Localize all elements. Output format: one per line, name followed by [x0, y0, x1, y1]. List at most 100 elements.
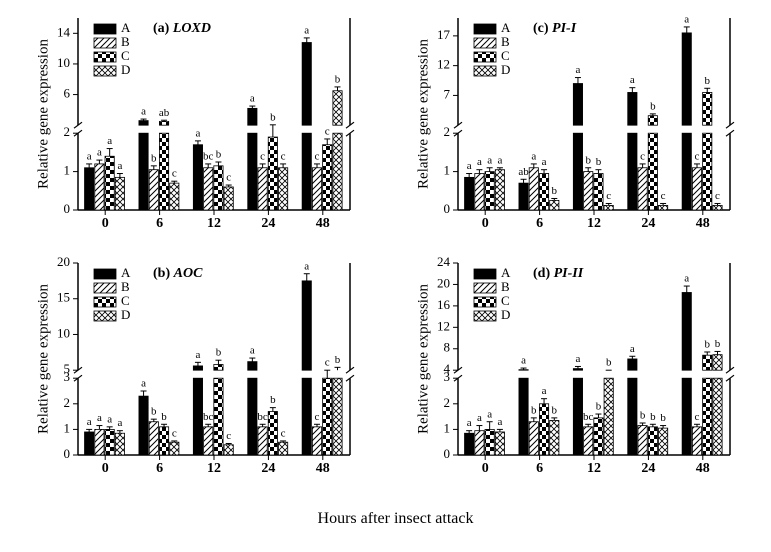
svg-text:c: c — [172, 427, 177, 439]
svg-text:10: 10 — [57, 55, 70, 70]
svg-text:C: C — [501, 293, 510, 308]
svg-text:0: 0 — [482, 216, 489, 231]
svg-text:1: 1 — [444, 420, 451, 435]
svg-text:b: b — [335, 354, 341, 366]
svg-text:2: 2 — [444, 124, 451, 139]
svg-text:A: A — [121, 265, 131, 280]
figure: 01261014aaaa0ababc6abcbc12acbc24accb48Re… — [10, 10, 761, 542]
svg-text:a: a — [542, 156, 547, 168]
svg-text:D: D — [501, 62, 510, 77]
panel-c: 01271217aaaa0abaab6abbc12acbc24acbc48Rel… — [410, 10, 740, 240]
svg-text:48: 48 — [316, 461, 330, 476]
svg-text:bc: bc — [203, 150, 214, 162]
svg-text:c: c — [640, 150, 645, 162]
svg-text:a: a — [477, 156, 482, 168]
svg-text:Relative gene expression: Relative gene expression — [415, 284, 431, 434]
svg-text:12: 12 — [207, 461, 221, 476]
svg-text:A: A — [501, 265, 511, 280]
svg-text:2: 2 — [64, 124, 71, 139]
svg-text:6: 6 — [156, 461, 163, 476]
svg-text:b: b — [335, 73, 341, 85]
svg-text:c: c — [606, 190, 611, 202]
svg-text:a: a — [684, 273, 689, 285]
svg-text:12: 12 — [587, 216, 601, 231]
svg-text:c: c — [315, 411, 320, 423]
svg-text:a: a — [97, 412, 102, 424]
global-x-label: Hours after insect attack — [10, 510, 771, 528]
svg-text:Relative gene expression: Relative gene expression — [35, 284, 51, 434]
svg-text:a: a — [87, 150, 92, 162]
svg-text:(a) LOXD: (a) LOXD — [153, 21, 211, 36]
svg-text:b: b — [640, 410, 646, 422]
svg-text:a: a — [542, 385, 547, 397]
svg-text:a: a — [250, 93, 255, 105]
svg-text:b: b — [151, 406, 157, 418]
svg-text:24: 24 — [437, 255, 451, 269]
svg-text:C: C — [121, 48, 130, 63]
svg-text:b: b — [596, 156, 602, 168]
svg-text:8: 8 — [444, 340, 451, 355]
svg-text:b: b — [650, 100, 656, 112]
svg-text:D: D — [501, 307, 510, 322]
svg-text:a: a — [304, 24, 309, 36]
panel-a: 01261014aaaa0ababc6abcbc12acbc24accb48Re… — [30, 10, 360, 240]
svg-text:c: c — [281, 427, 286, 439]
svg-text:bc: bc — [203, 411, 214, 423]
svg-text:6: 6 — [536, 216, 543, 231]
svg-text:b: b — [151, 152, 157, 164]
svg-text:a: a — [487, 408, 492, 420]
svg-text:a: a — [521, 355, 526, 367]
svg-text:b: b — [552, 185, 558, 197]
svg-text:a: a — [576, 353, 581, 365]
svg-text:a: a — [196, 349, 201, 361]
svg-text:a: a — [531, 150, 536, 162]
svg-text:Relative gene expression: Relative gene expression — [415, 39, 431, 189]
svg-text:12: 12 — [207, 216, 221, 231]
svg-text:a: a — [141, 106, 146, 118]
svg-text:b: b — [606, 357, 612, 369]
svg-text:0: 0 — [64, 201, 71, 216]
svg-text:a: a — [467, 417, 472, 429]
svg-text:C: C — [121, 293, 130, 308]
svg-text:a: a — [107, 413, 112, 425]
svg-text:b: b — [715, 338, 721, 350]
svg-text:c: c — [695, 411, 700, 423]
svg-text:c: c — [260, 150, 265, 162]
svg-text:A: A — [121, 20, 131, 35]
svg-text:a: a — [107, 135, 112, 147]
svg-text:c: c — [315, 150, 320, 162]
svg-text:48: 48 — [316, 216, 330, 231]
svg-text:bc: bc — [257, 411, 268, 423]
svg-text:ab: ab — [159, 107, 170, 119]
svg-text:16: 16 — [437, 297, 451, 312]
svg-text:a: a — [117, 160, 122, 172]
panel-d: 01234812162024aaaa0abab6abcbb12abbb24acb… — [410, 255, 740, 485]
svg-text:c: c — [281, 150, 286, 162]
svg-text:a: a — [87, 416, 92, 428]
svg-text:a: a — [467, 160, 472, 172]
svg-text:b: b — [270, 394, 276, 406]
svg-text:c: c — [715, 190, 720, 202]
svg-text:c: c — [325, 125, 330, 137]
svg-text:20: 20 — [57, 255, 70, 269]
svg-text:1: 1 — [64, 420, 71, 435]
svg-text:a: a — [630, 343, 635, 355]
svg-text:48: 48 — [696, 216, 710, 231]
svg-text:a: a — [497, 154, 502, 166]
svg-text:6: 6 — [156, 216, 163, 231]
svg-text:0: 0 — [482, 461, 489, 476]
svg-text:a: a — [576, 64, 581, 76]
svg-text:4: 4 — [444, 361, 451, 376]
svg-text:c: c — [226, 172, 231, 184]
svg-text:(b) AOC: (b) AOC — [153, 266, 203, 281]
svg-text:b: b — [216, 347, 222, 359]
svg-text:c: c — [226, 430, 231, 442]
svg-text:a: a — [250, 345, 255, 357]
svg-text:a: a — [487, 154, 492, 166]
svg-text:b: b — [161, 411, 167, 423]
svg-text:a: a — [196, 127, 201, 139]
svg-text:6: 6 — [536, 461, 543, 476]
svg-text:0: 0 — [444, 446, 451, 461]
svg-text:a: a — [141, 378, 146, 390]
svg-text:1: 1 — [64, 163, 71, 178]
